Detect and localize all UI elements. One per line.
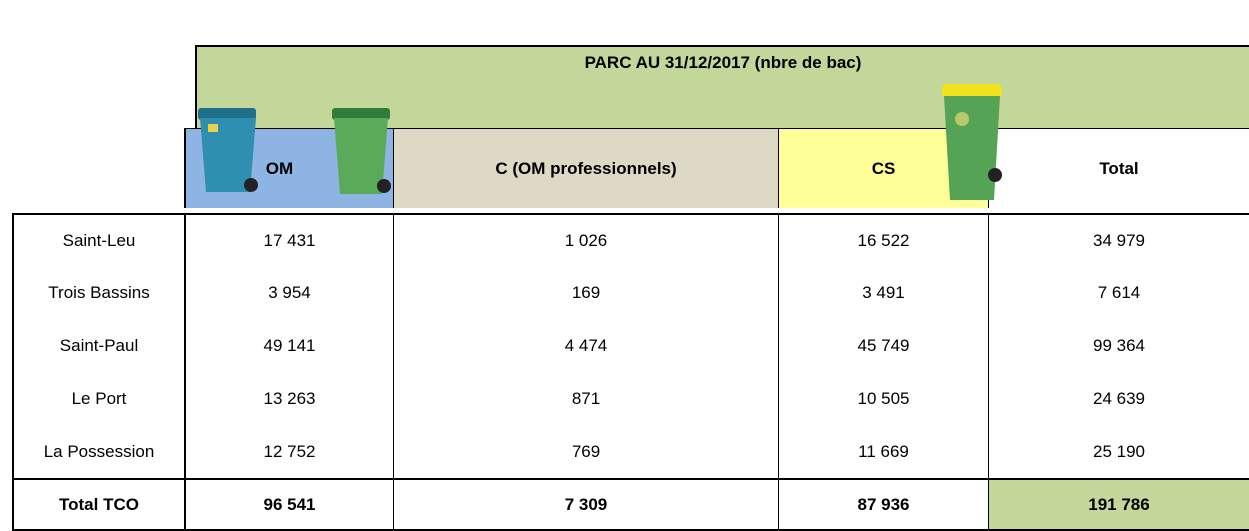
total-value: 96 541 [184,478,393,531]
row-label: La Possession [12,425,184,478]
green-bin [332,108,391,194]
value-cell: 871 [393,372,778,425]
value-cell: 12 752 [184,425,393,478]
column-header: C (OM professionnels) [393,128,778,208]
blue-bin [198,108,258,192]
value-cell: 13 263 [184,372,393,425]
value-cell: 24 639 [988,372,1249,425]
total-value: 87 936 [778,478,988,531]
value-cell: 3 954 [184,266,393,319]
value-cell: 1 026 [393,213,778,266]
row-label: Saint-Leu [12,213,184,266]
value-cell: 7 614 [988,266,1249,319]
total-value: 7 309 [393,478,778,531]
value-cell: 34 979 [988,213,1249,266]
value-cell: 25 190 [988,425,1249,478]
value-cell: 4 474 [393,319,778,372]
yellow-lid-bin [942,84,1002,200]
value-cell: 769 [393,425,778,478]
total-label: Total TCO [12,478,184,531]
value-cell: 17 431 [184,213,393,266]
value-cell: 10 505 [778,372,988,425]
value-cell: 45 749 [778,319,988,372]
row-label: Le Port [12,372,184,425]
value-cell: 3 491 [778,266,988,319]
row-label: Trois Bassins [12,266,184,319]
value-cell: 16 522 [778,213,988,266]
value-cell: 11 669 [778,425,988,478]
value-cell: 99 364 [988,319,1249,372]
value-cell: 49 141 [184,319,393,372]
row-label: Saint-Paul [12,319,184,372]
total-value: 191 786 [988,478,1249,531]
value-cell: 169 [393,266,778,319]
column-header: Total [988,128,1249,208]
